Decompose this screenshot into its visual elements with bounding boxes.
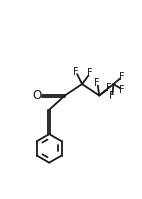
Text: F: F <box>94 78 100 88</box>
Text: F: F <box>109 91 115 101</box>
Text: F: F <box>87 68 93 78</box>
Text: F: F <box>119 85 125 95</box>
Text: F: F <box>106 83 111 93</box>
Text: F: F <box>73 67 78 77</box>
Text: O: O <box>32 89 41 102</box>
Text: F: F <box>119 72 124 82</box>
